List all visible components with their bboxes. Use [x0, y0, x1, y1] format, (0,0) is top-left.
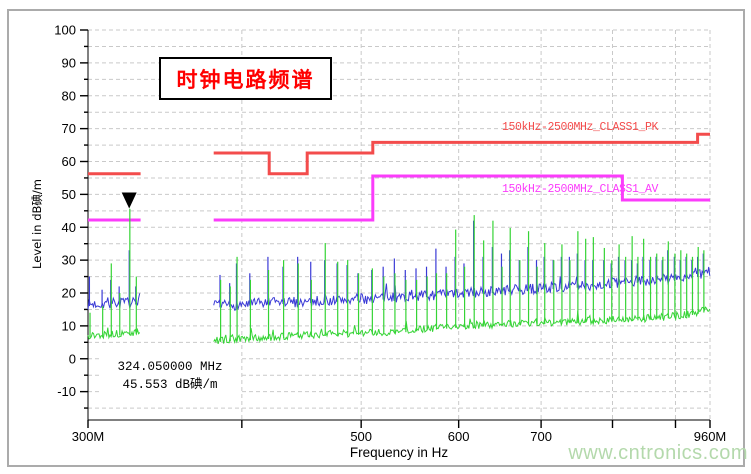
y-tick-label: 10	[62, 318, 76, 333]
y-tick-label: 90	[62, 55, 76, 70]
limit-line-pk	[88, 132, 710, 176]
x-tick-label: 300M	[72, 429, 105, 444]
limit-line-av	[88, 174, 710, 222]
x-tick-label: 600	[448, 429, 470, 444]
marker-level-value: 45.553 dB碘/m	[122, 378, 218, 392]
y-tick-label: 0	[69, 351, 76, 366]
marker-frequency-value: 324.050000 MHz	[117, 360, 223, 374]
marker-readout: 324.050000 MHz 45.553 dB碘/m	[101, 356, 239, 396]
y-axis-title: Level in dB碘/m	[30, 179, 44, 269]
av-limit-label: 150kHz-2500MHz_CLASS1_AV	[502, 183, 659, 196]
y-tick-label: 20	[62, 286, 76, 301]
chart-title-box: 时钟电路频谱	[159, 57, 332, 100]
y-tick-label: 50	[62, 187, 76, 202]
chart-title-text: 时钟电路频谱	[176, 67, 315, 92]
y-tick-label: 100	[54, 23, 76, 38]
x-tick-label: 960M	[694, 429, 727, 444]
x-tick-label: 500	[350, 429, 372, 444]
trace-average	[213, 306, 711, 345]
y-tick-label: 30	[62, 253, 76, 268]
watermark-text: www.cntronics.com	[568, 442, 748, 464]
trace-peak	[87, 293, 141, 310]
y-tick-label: 40	[62, 220, 76, 235]
panel-border	[7, 9, 745, 467]
trace-average	[87, 327, 141, 340]
y-tick-label: 80	[62, 88, 76, 103]
trace-peak	[213, 266, 711, 311]
y-tick-label: 60	[62, 154, 76, 169]
y-tick-label: -10	[57, 384, 76, 399]
marker-triangle[interactable]	[121, 192, 137, 209]
pk-limit-label: 150kHz-2500MHz_CLASS1_PK	[502, 121, 659, 134]
x-axis-title: Frequency in Hz	[349, 445, 449, 460]
x-tick-label: 700	[530, 429, 552, 444]
y-tick-label: 70	[62, 121, 76, 136]
